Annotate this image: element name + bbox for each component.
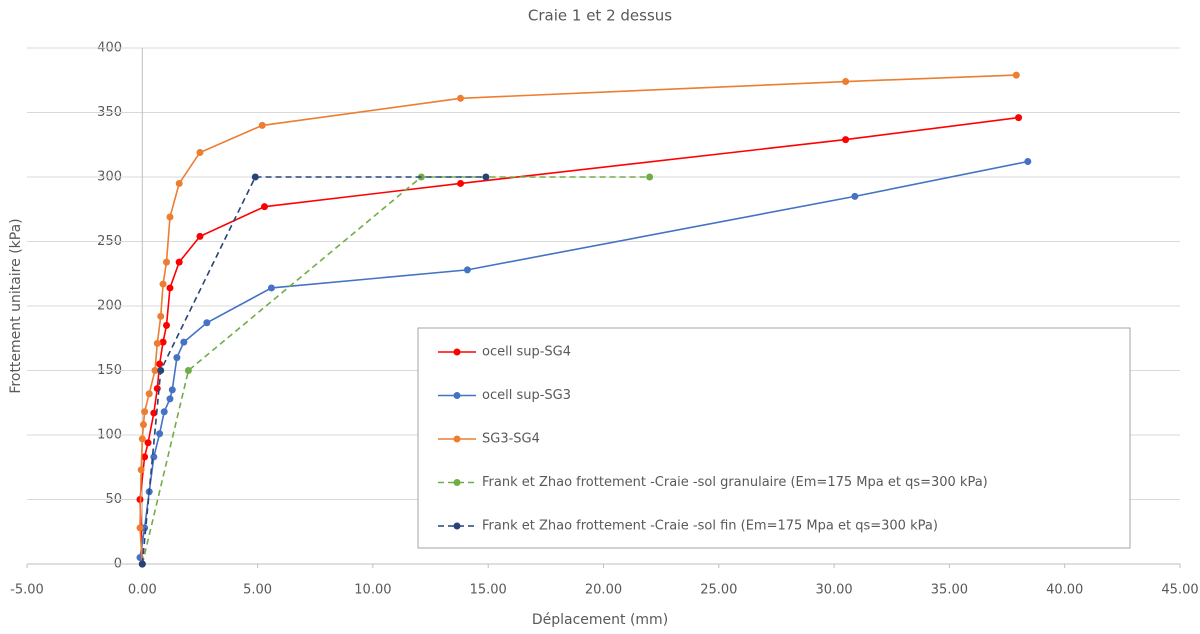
legend-label: SG3-SG4 xyxy=(482,432,540,447)
chart-title: Craie 1 et 2 dessus xyxy=(528,7,672,25)
legend-marker xyxy=(453,392,461,399)
legend-label: ocell sup-SG4 xyxy=(482,345,571,360)
legend-label: Frank et Zhao frottement -Craie -sol fin… xyxy=(482,519,938,534)
data-point xyxy=(166,213,174,221)
data-point xyxy=(136,524,144,532)
x-axis-label: Déplacement (mm) xyxy=(532,612,668,628)
x-tick-label: 45.00 xyxy=(1161,583,1198,598)
data-point xyxy=(163,321,171,329)
data-point xyxy=(646,173,654,181)
data-point xyxy=(141,408,149,416)
data-point xyxy=(141,453,149,461)
legend-label: ocell sup-SG3 xyxy=(482,388,571,403)
data-point xyxy=(150,409,158,417)
x-tick-label: 30.00 xyxy=(815,583,852,598)
data-point xyxy=(138,435,146,443)
data-point xyxy=(261,203,269,211)
data-point xyxy=(1012,71,1020,79)
data-point xyxy=(173,354,181,362)
x-tick-label: 5.00 xyxy=(243,583,272,598)
data-point xyxy=(851,192,859,200)
data-point xyxy=(157,312,165,320)
y-axis-label: Frottement unitaire (kPa) xyxy=(8,218,24,393)
x-tick-label: 0.00 xyxy=(128,583,157,598)
data-point xyxy=(144,439,152,447)
data-point xyxy=(457,179,465,187)
data-point xyxy=(251,173,259,181)
data-point xyxy=(163,258,171,266)
legend-marker xyxy=(453,479,461,486)
data-point xyxy=(842,136,850,144)
data-point xyxy=(184,367,192,374)
data-point xyxy=(139,421,147,429)
data-point xyxy=(151,367,159,374)
data-point xyxy=(145,390,153,398)
x-tick-label: 40.00 xyxy=(1046,583,1083,598)
data-point xyxy=(267,284,275,292)
legend-label: Frank et Zhao frottement -Craie -sol gra… xyxy=(482,475,988,490)
data-point xyxy=(166,284,174,292)
series-line xyxy=(141,176,486,565)
x-tick-label: 15.00 xyxy=(470,583,507,598)
x-tick-label: 20.00 xyxy=(585,583,622,598)
data-point xyxy=(457,94,465,102)
legend-marker xyxy=(453,435,461,443)
data-point xyxy=(156,360,164,368)
data-point xyxy=(159,338,167,346)
data-point xyxy=(175,179,183,187)
data-point xyxy=(159,280,167,288)
data-point xyxy=(160,408,168,416)
data-point xyxy=(168,386,176,394)
data-point xyxy=(1015,114,1023,122)
data-point xyxy=(150,453,158,461)
data-point xyxy=(153,339,161,347)
legend-box xyxy=(417,327,1131,549)
data-point xyxy=(463,266,471,274)
data-point xyxy=(258,121,266,129)
data-point xyxy=(196,232,204,240)
x-tick-label: -5.00 xyxy=(10,583,44,598)
data-point xyxy=(138,560,146,568)
legend-marker xyxy=(453,348,461,356)
data-point xyxy=(153,385,161,393)
data-point xyxy=(157,367,165,374)
legend-marker xyxy=(453,522,461,530)
data-point xyxy=(156,430,164,438)
data-point xyxy=(180,338,188,346)
x-tick-label: 35.00 xyxy=(931,583,968,598)
data-point xyxy=(196,148,204,156)
data-point xyxy=(1024,158,1032,166)
series-line xyxy=(141,176,650,565)
data-point xyxy=(203,319,211,327)
x-tick-label: 10.00 xyxy=(354,583,391,598)
data-point xyxy=(166,395,174,403)
data-point xyxy=(482,173,490,181)
x-tick-label: 25.00 xyxy=(700,583,737,598)
data-point xyxy=(137,466,145,474)
data-point xyxy=(175,258,183,266)
data-point xyxy=(842,78,850,86)
